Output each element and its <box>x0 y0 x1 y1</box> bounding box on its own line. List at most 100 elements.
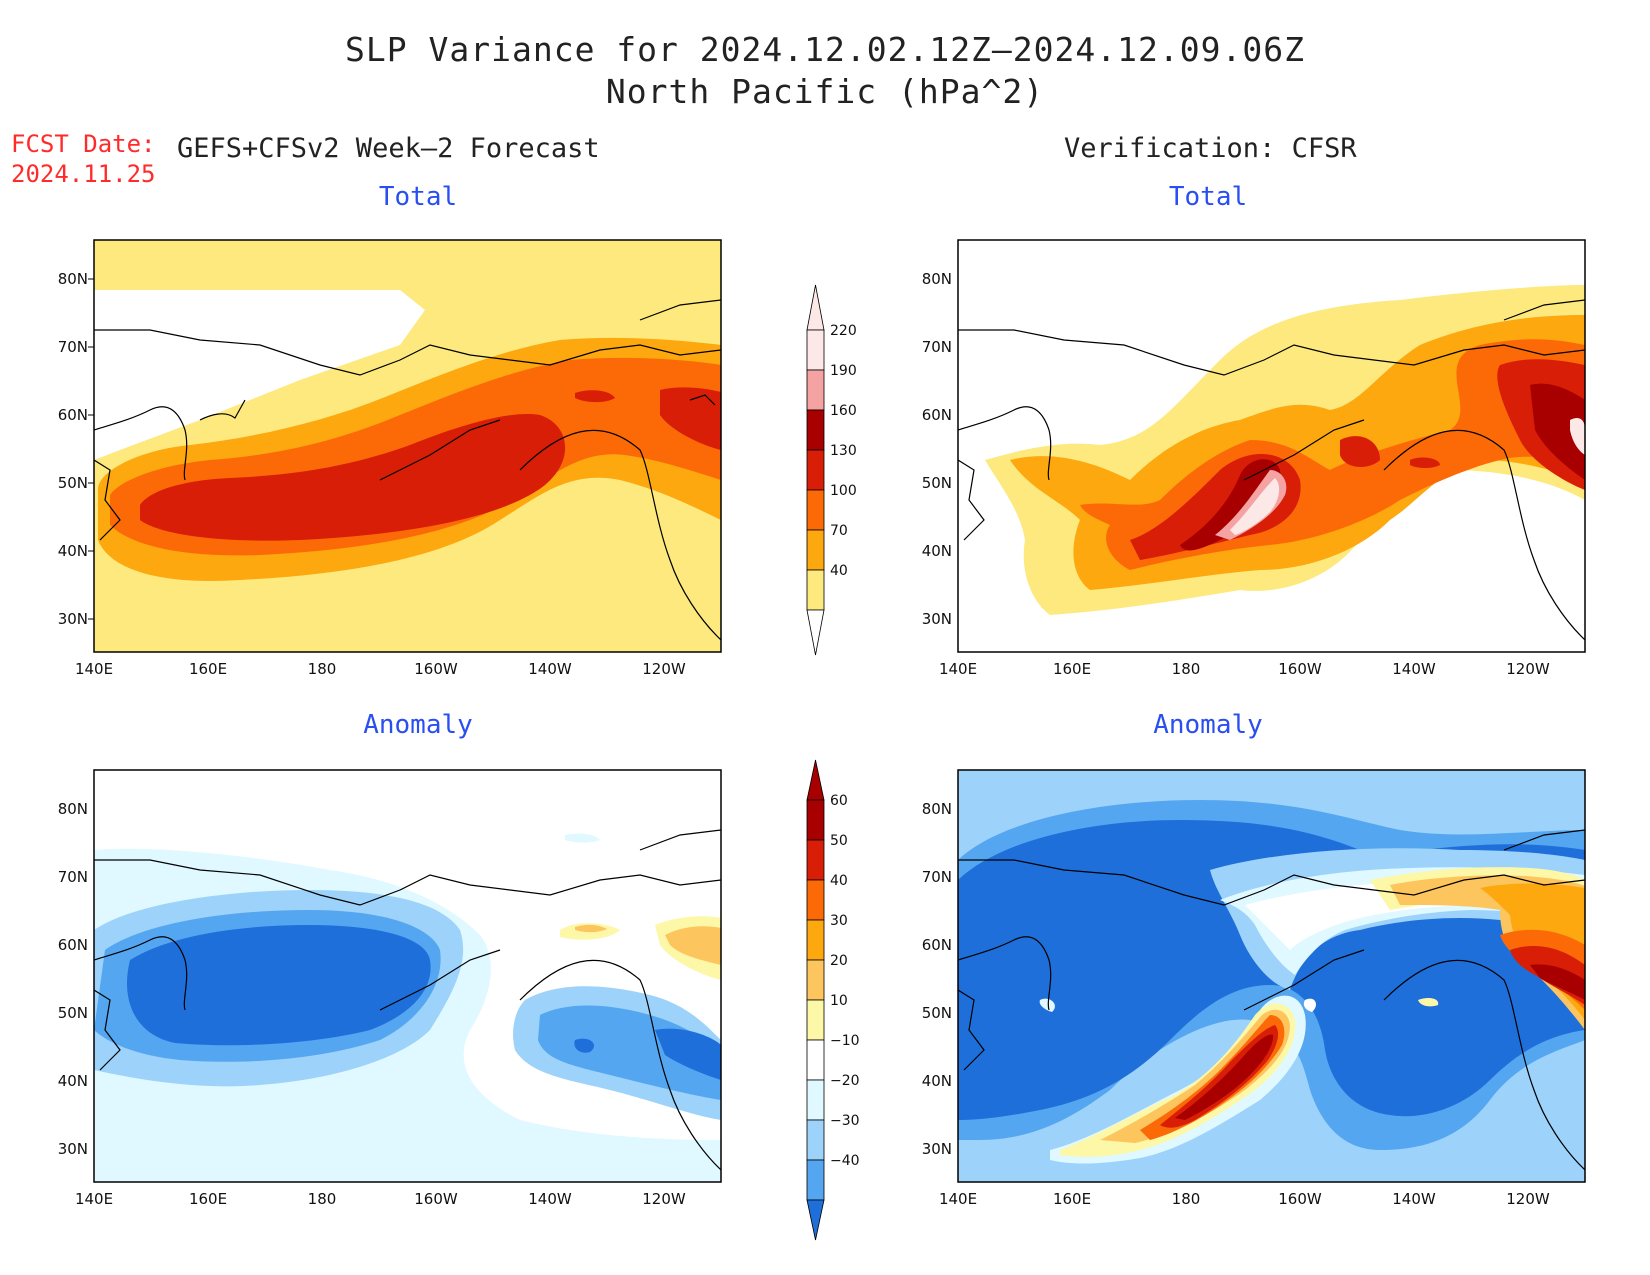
colorbar-label: 130 <box>830 443 857 459</box>
lat-tick: 70N <box>58 868 88 886</box>
lat-tick: 30N <box>58 1140 88 1158</box>
lon-tick: 140E <box>939 660 977 678</box>
lat-tick: 40N <box>922 542 952 560</box>
forecast-total-contours <box>94 240 721 652</box>
colorbar-segment <box>806 1159 825 1201</box>
lat-tick: 80N <box>922 800 952 818</box>
lat-tick: 60N <box>922 936 952 954</box>
forecast-anomaly-subtitle: Anomaly <box>363 710 473 740</box>
lat-tick: 70N <box>58 338 88 356</box>
verification-column-title: Verification: CFSR <box>1064 133 1357 164</box>
lon-tick: 140W <box>528 660 572 678</box>
colorbar-segment <box>806 1119 825 1161</box>
colorbar-label: −30 <box>830 1113 860 1129</box>
lon-tick: 140E <box>75 1190 113 1208</box>
lon-tick: 160E <box>1053 1190 1091 1208</box>
lon-tick: 180 <box>1172 660 1201 678</box>
lon-tick: 180 <box>1172 1190 1201 1208</box>
colorbar-label: 10 <box>830 993 848 1009</box>
forecast-total-subtitle: Total <box>378 182 458 212</box>
colorbar-segment <box>806 999 825 1041</box>
lon-tick: 160E <box>189 660 227 678</box>
forecast-anomaly-coastlines <box>94 829 721 1171</box>
lat-tick: 50N <box>922 474 952 492</box>
colorbar-label: 40 <box>830 563 848 579</box>
verification-anomaly-subtitle: Anomaly <box>1153 710 1263 740</box>
forecast-total-coastlines <box>94 299 721 641</box>
colorbar-label: 190 <box>830 363 857 379</box>
lon-tick: 140E <box>939 1190 977 1208</box>
lat-tick: 60N <box>922 406 952 424</box>
lat-tick: 30N <box>922 610 952 628</box>
colorbar-segment <box>806 1039 825 1081</box>
forecast-column-title: GEFS+CFSv2 Week–2 Forecast <box>177 133 600 164</box>
forecast-anomaly-contours <box>94 770 721 1182</box>
colorbar-label: 20 <box>830 953 848 969</box>
colorbar-tip <box>806 1199 825 1241</box>
lat-tick: 40N <box>58 542 88 560</box>
lat-tick: 50N <box>58 474 88 492</box>
colorbar-label: 160 <box>830 403 857 419</box>
lon-tick: 120W <box>1506 660 1550 678</box>
colorbar-label: −20 <box>830 1073 860 1089</box>
lon-tick: 180 <box>308 660 337 678</box>
colorbar-label: 60 <box>830 793 848 809</box>
colorbar-segment <box>806 919 825 961</box>
verification-total-subtitle: Total <box>1168 182 1248 212</box>
lat-tick: 50N <box>58 1004 88 1022</box>
verification-anomaly-contours <box>958 770 1585 1182</box>
colorbar-label: 30 <box>830 913 848 929</box>
lat-tick: 50N <box>922 1004 952 1022</box>
colorbar-segment <box>806 1079 825 1121</box>
verification-total-contours <box>958 240 1585 652</box>
lat-tick: 80N <box>58 800 88 818</box>
lat-tick: 40N <box>58 1072 88 1090</box>
chart-title-line2: North Pacific (hPa^2) <box>605 72 1045 111</box>
colorbar-label: 100 <box>830 483 857 499</box>
colorbar-segment <box>806 799 825 841</box>
colorbar-tip <box>806 759 825 801</box>
colorbar-segment <box>806 839 825 881</box>
lat-tick: 30N <box>922 1140 952 1158</box>
lat-tick: 80N <box>922 270 952 288</box>
lon-tick: 120W <box>1506 1190 1550 1208</box>
lat-tick: 30N <box>58 610 88 628</box>
colorbar-label: −40 <box>830 1153 860 1169</box>
lon-tick: 120W <box>642 660 686 678</box>
lon-tick: 140W <box>1392 660 1436 678</box>
lon-tick: 160E <box>189 1190 227 1208</box>
chart-title-line1: SLP Variance for 2024.12.02.12Z–2024.12.… <box>345 30 1305 69</box>
lat-tick: 80N <box>58 270 88 288</box>
lon-tick: 140W <box>528 1190 572 1208</box>
lon-tick: 160E <box>1053 660 1091 678</box>
verification-anomaly-coastlines <box>958 829 1585 1171</box>
fcst-date-label: FCST Date: <box>11 130 156 158</box>
verification-total-coastlines <box>958 299 1585 641</box>
lon-tick: 140E <box>75 660 113 678</box>
colorbar-tip <box>806 609 825 656</box>
lat-tick: 70N <box>922 868 952 886</box>
colorbar-label: 50 <box>830 833 848 849</box>
lat-tick: 60N <box>58 936 88 954</box>
colorbar-label: 40 <box>830 873 848 889</box>
colorbar-segment <box>806 879 825 921</box>
lat-tick: 40N <box>922 1072 952 1090</box>
colorbar-label: 70 <box>830 523 848 539</box>
lon-tick: 160W <box>414 660 458 678</box>
lon-tick: 160W <box>1278 660 1322 678</box>
colorbar-label: 220 <box>830 323 857 339</box>
lon-tick: 180 <box>308 1190 337 1208</box>
lon-tick: 160W <box>1278 1190 1322 1208</box>
fcst-date-value: 2024.11.25 <box>11 160 156 188</box>
colorbar-segment <box>806 959 825 1001</box>
lat-tick: 70N <box>922 338 952 356</box>
lon-tick: 120W <box>642 1190 686 1208</box>
lon-tick: 140W <box>1392 1190 1436 1208</box>
